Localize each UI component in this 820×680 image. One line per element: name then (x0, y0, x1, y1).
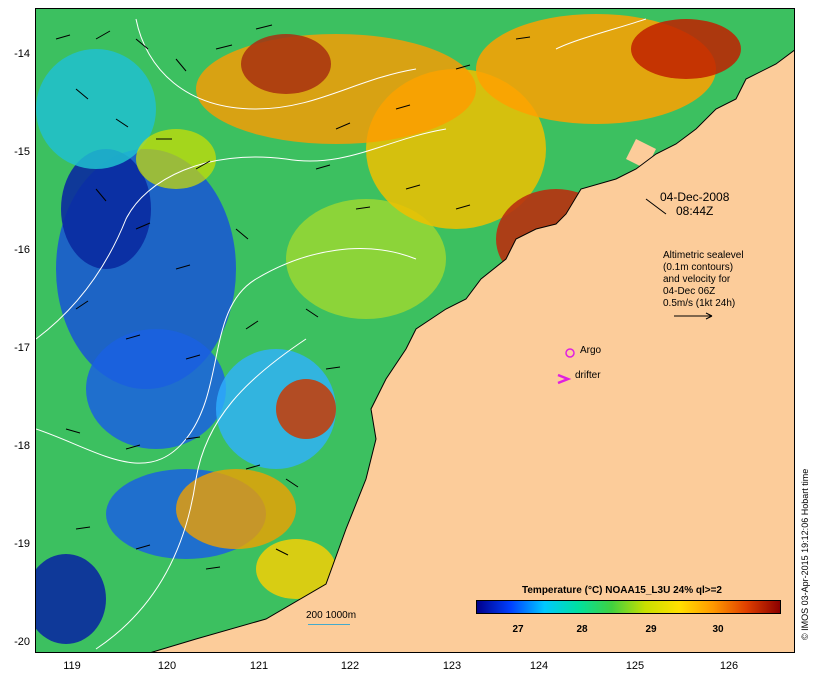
coastline (150, 49, 794, 652)
argo-label: Argo (580, 345, 602, 356)
map-panel[interactable] (35, 8, 795, 653)
lon-tick-label: 120 (157, 660, 177, 672)
lat-tick-label: -20 (14, 636, 30, 648)
depth-scale-label: 200 1000m (306, 610, 357, 621)
colorbar-tick: 30 (712, 624, 724, 635)
lon-tick-label: 121 (249, 660, 269, 672)
argo-marker (565, 348, 575, 358)
colorbar-tick: 27 (512, 624, 524, 635)
depth-scale-line (308, 624, 350, 625)
velocity-legend-arrow (674, 312, 713, 320)
colorbar-tick: 28 (576, 624, 588, 635)
lon-tick-label: 125 (625, 660, 645, 672)
sst-map (36, 9, 794, 652)
sealevel-legend: Altimetric sealevel (0.1m contours) and … (663, 250, 744, 309)
lon-tick-label: 124 (529, 660, 549, 672)
lat-tick-label: -17 (14, 342, 30, 354)
velocity-vectors (55, 24, 531, 570)
lat-tick-label: -18 (14, 440, 30, 452)
date-label: 04-Dec-2008 08:44Z (660, 190, 730, 218)
lon-tick-label: 123 (442, 660, 462, 672)
colorbar-title: Temperature (°C) NOAA15_L3U 24% ql>=2 (522, 585, 722, 596)
colorbar-tick: 29 (645, 624, 657, 635)
date-pointer (645, 198, 667, 215)
drifter-label: drifter (575, 370, 601, 381)
land-mass (152, 50, 794, 652)
lat-tick-label: -16 (14, 244, 30, 256)
colorbar (476, 600, 781, 614)
credit-text: © IMOS 03-Apr-2015 19:12:06 Hobart time (800, 468, 810, 640)
sealevel-contours (36, 18, 647, 650)
island (626, 139, 656, 169)
lon-tick-label: 122 (340, 660, 360, 672)
lat-tick-label: -19 (14, 538, 30, 550)
lat-tick-label: -14 (14, 48, 30, 60)
drifter-marker (557, 373, 572, 385)
lon-tick-label: 119 (63, 660, 81, 672)
lat-tick-label: -15 (14, 146, 30, 158)
lon-tick-label: 126 (719, 660, 739, 672)
